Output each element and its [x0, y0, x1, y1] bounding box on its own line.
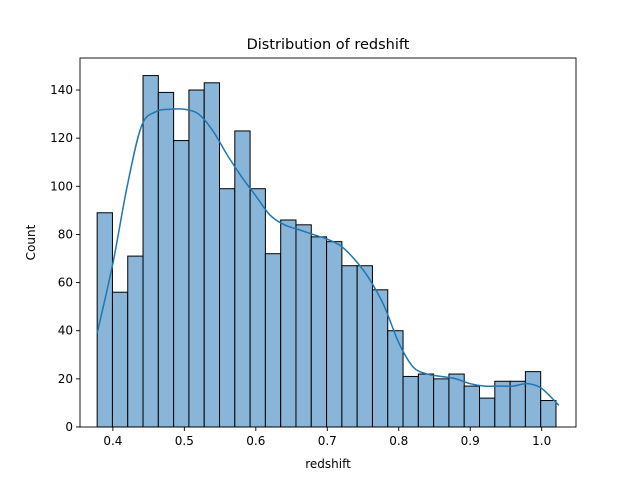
histogram-bar: [249, 188, 266, 428]
y-axis-label: Count: [24, 224, 38, 260]
histogram-bar: [127, 255, 144, 428]
x-axis-ticks: 0.4 0.5 0.6 0.7 0.8 0.9 1.0: [103, 427, 551, 448]
histogram-bar: [264, 253, 282, 428]
histogram-bar: [463, 385, 481, 428]
histogram-bar: [341, 265, 358, 428]
histogram-bar: [111, 291, 129, 428]
histogram-bar: [387, 330, 404, 428]
y-tick-label: 120: [50, 131, 73, 145]
histogram-bar: [295, 224, 312, 428]
histogram-bar: [142, 75, 159, 428]
histogram-bar: [402, 375, 419, 428]
histogram-bar: [173, 140, 190, 428]
y-tick-label: 100: [50, 179, 73, 193]
histogram-bar: [448, 373, 465, 428]
histogram-bar: [219, 188, 236, 428]
y-tick-label: 140: [50, 83, 73, 97]
x-tick-label: 0.8: [389, 434, 408, 448]
y-tick-label: 0: [65, 420, 73, 434]
histogram-bar: [234, 130, 251, 428]
y-tick-label: 20: [58, 372, 73, 386]
y-tick-label: 40: [58, 324, 73, 338]
x-tick-label: 0.7: [318, 434, 337, 448]
histogram-bar: [356, 265, 373, 428]
histogram-bar: [310, 236, 328, 428]
histogram-bar: [203, 82, 221, 428]
x-tick-label: 1.0: [532, 434, 551, 448]
kde-line: [96, 108, 560, 406]
histogram-bar: [433, 378, 450, 428]
histogram-bar: [157, 91, 175, 428]
y-axis-ticks: 0 20 40 60 80 100 120 140: [50, 83, 80, 434]
chart-title: Distribution of redshift: [247, 37, 410, 53]
histogram-bar: [540, 400, 557, 428]
histogram-bar: [417, 373, 435, 428]
x-tick-label: 0.6: [246, 434, 265, 448]
bars-group: [96, 75, 557, 428]
histogram-bar: [509, 380, 526, 428]
plot-frame: [79, 57, 577, 428]
histogram-bar: [524, 371, 542, 428]
x-tick-label: 0.5: [175, 434, 194, 448]
histogram-bar: [280, 219, 297, 428]
x-axis-label: redshift: [305, 457, 351, 471]
histogram-bar: [479, 397, 496, 428]
x-tick-label: 0.9: [461, 434, 480, 448]
histogram-bar: [494, 380, 511, 428]
histogram-bar: [326, 241, 343, 428]
x-tick-label: 0.4: [103, 434, 122, 448]
y-tick-label: 60: [58, 276, 73, 290]
histogram-bar: [188, 89, 205, 428]
y-tick-label: 80: [58, 227, 73, 241]
